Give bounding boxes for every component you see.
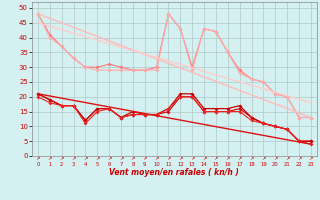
X-axis label: Vent moyen/en rafales ( kn/h ): Vent moyen/en rafales ( kn/h ) xyxy=(109,168,239,177)
